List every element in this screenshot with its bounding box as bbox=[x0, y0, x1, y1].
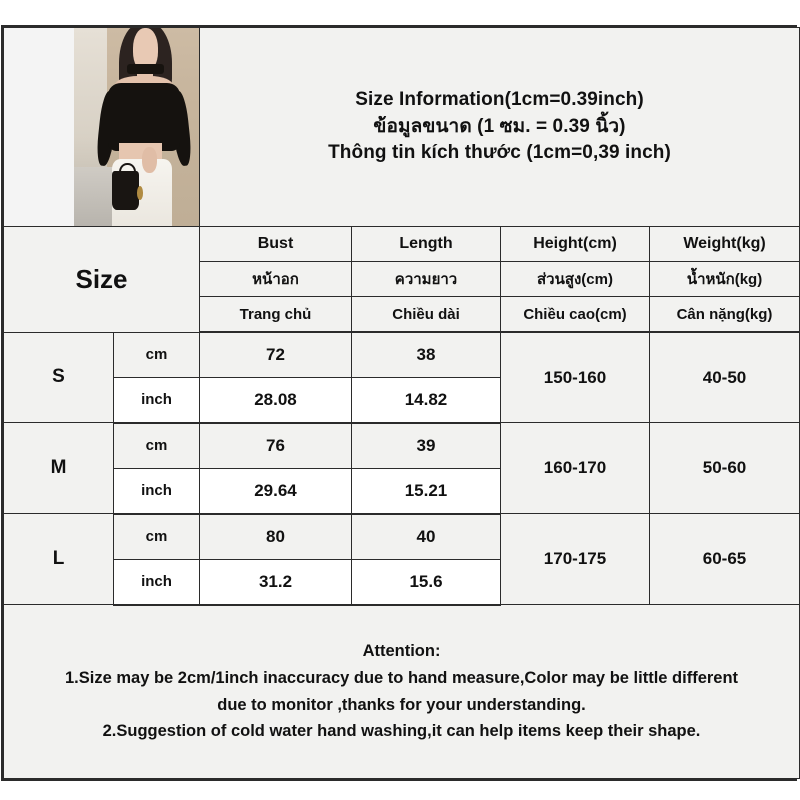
photo-black-crop-top bbox=[107, 83, 181, 151]
title-band-row: Size Information(1cm=0.39inch) ข้อมูลขนา… bbox=[3, 27, 800, 227]
height-range-s: 150-160 bbox=[500, 331, 650, 423]
length-cm-s: 38 bbox=[351, 331, 501, 378]
title-thai: ข้อมูลขนาด (1 ซม. = 0.39 นิ้ว) bbox=[373, 115, 626, 137]
column-header-weight-en: Weight(kg) bbox=[648, 226, 800, 262]
bust-inch-l: 31.2 bbox=[199, 558, 352, 606]
column-header-bust-vi: Trang chủ bbox=[199, 296, 352, 333]
title-english: Size Information(1cm=0.39inch) bbox=[355, 88, 644, 110]
attention-row: Attention: 1.Size may be 2cm/1inch inacc… bbox=[2, 604, 800, 779]
column-header-weight-th: น้ำหนัก(kg) bbox=[648, 261, 800, 297]
table-row: M cm 76 39 160-170 50-60 bbox=[3, 422, 800, 514]
table-row: inch 28.08 14.82 bbox=[4, 376, 800, 424]
table-row: S cm 72 38 150-160 40-50 bbox=[3, 331, 800, 423]
weight-range-s: 40-50 bbox=[648, 331, 800, 423]
bust-inch-m: 29.64 bbox=[199, 467, 352, 515]
table-row: inch 31.2 15.6 bbox=[4, 558, 800, 606]
attention-note-1-line-2: due to monitor ,thanks for your understa… bbox=[217, 695, 586, 714]
unit-label-cm: cm bbox=[113, 331, 200, 378]
attention-heading: Attention: bbox=[362, 642, 441, 661]
length-cm-l: 40 bbox=[351, 513, 501, 560]
product-photo-cell bbox=[3, 27, 200, 227]
unit-label-inch: inch bbox=[113, 376, 200, 424]
header-row-vietnamese: Trang chủ Chiều dài Chiều cao(cm) Cân nặ… bbox=[4, 296, 800, 333]
column-header-bust-en: Bust bbox=[199, 226, 352, 262]
title-block: Size Information(1cm=0.39inch) ข้อมูลขนา… bbox=[200, 87, 799, 168]
product-photo-scene bbox=[74, 28, 199, 226]
length-inch-m: 15.21 bbox=[351, 467, 501, 515]
bust-cm-m: 76 bbox=[199, 422, 352, 469]
product-photo bbox=[4, 28, 199, 226]
unit-label-inch: inch bbox=[113, 558, 200, 606]
weight-range-l: 60-65 bbox=[648, 513, 800, 605]
height-range-l: 170-175 bbox=[500, 513, 650, 605]
size-cell-m: M bbox=[3, 422, 114, 514]
column-header-height-vi: Chiều cao(cm) bbox=[500, 296, 650, 333]
table-row: inch 29.64 15.21 bbox=[4, 467, 800, 515]
size-chart-container: Size Information(1cm=0.39inch) ข้อมูลขนา… bbox=[1, 25, 800, 781]
size-header-label: Size bbox=[3, 226, 200, 333]
unit-label-cm: cm bbox=[113, 513, 200, 560]
size-cell-l: L bbox=[3, 513, 114, 605]
column-header-length-th: ความยาว bbox=[351, 261, 501, 297]
length-cm-m: 39 bbox=[351, 422, 501, 469]
column-header-bust-th: หน้าอก bbox=[199, 261, 352, 297]
bust-inch-s: 28.08 bbox=[199, 376, 352, 424]
photo-black-handbag bbox=[111, 170, 140, 211]
column-header-length-en: Length bbox=[351, 226, 501, 262]
header-row-english: Size Bust Length Height(cm) Weight(kg) bbox=[3, 226, 800, 333]
photo-model-hand bbox=[141, 146, 157, 173]
unit-label-cm: cm bbox=[113, 422, 200, 469]
photo-bag-charm bbox=[136, 186, 143, 201]
size-information-table: Size Information(1cm=0.39inch) ข้อมูลขนา… bbox=[2, 27, 800, 779]
column-header-length-vi: Chiều dài bbox=[351, 296, 501, 333]
attention-note-2: 2.Suggestion of cold water hand washing,… bbox=[102, 722, 701, 741]
attention-block: Attention: 1.Size may be 2cm/1inch inacc… bbox=[2, 604, 800, 779]
photo-choker bbox=[126, 63, 165, 74]
size-cell-s: S bbox=[3, 331, 114, 423]
bust-cm-l: 80 bbox=[199, 513, 352, 560]
bust-cm-s: 72 bbox=[199, 331, 352, 378]
weight-range-m: 50-60 bbox=[648, 422, 800, 514]
height-range-m: 160-170 bbox=[500, 422, 650, 514]
length-inch-l: 15.6 bbox=[351, 558, 501, 606]
title-cell: Size Information(1cm=0.39inch) ข้อมูลขนา… bbox=[198, 27, 800, 227]
unit-label-inch: inch bbox=[113, 467, 200, 515]
length-inch-s: 14.82 bbox=[351, 376, 501, 424]
column-header-height-th: ส่วนสูง(cm) bbox=[500, 261, 650, 297]
title-vietnamese: Thông tin kích thước (1cm=0,39 inch) bbox=[328, 142, 671, 164]
table-row: L cm 80 40 170-175 60-65 bbox=[3, 513, 800, 605]
header-row-thai: หน้าอก ความยาว ส่วนสูง(cm) น้ำหนัก(kg) bbox=[4, 261, 800, 297]
attention-note-1-line-1: 1.Size may be 2cm/1inch inaccuracy due t… bbox=[64, 668, 739, 687]
column-header-weight-vi: Cân nặng(kg) bbox=[648, 296, 800, 333]
column-header-height-en: Height(cm) bbox=[500, 226, 650, 262]
